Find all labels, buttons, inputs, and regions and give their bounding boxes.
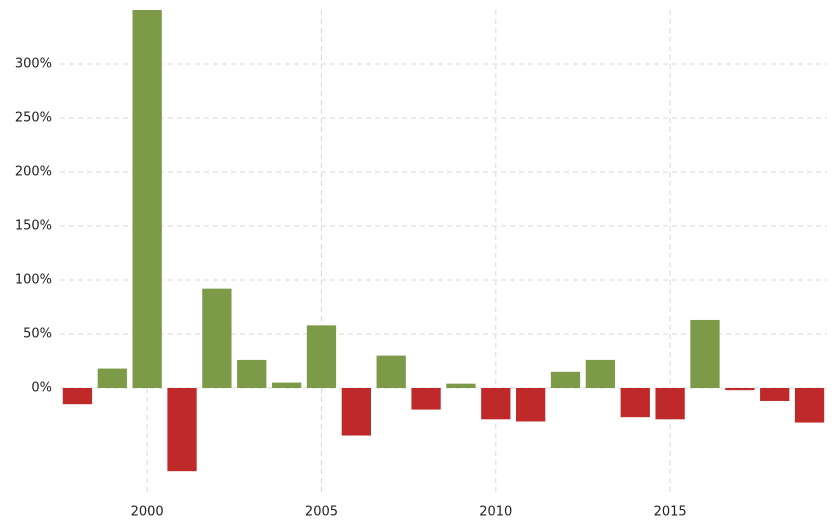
bar: [516, 388, 546, 422]
y-tick-label: 300%: [15, 57, 52, 72]
bar: [446, 383, 476, 388]
bar: [585, 359, 616, 388]
x-tick-label: 2005: [305, 505, 338, 520]
bar: [655, 388, 685, 420]
y-tick-label: 50%: [23, 327, 52, 342]
bar: [376, 355, 406, 388]
bar: [62, 388, 93, 405]
bar: [550, 371, 581, 388]
bar: [237, 359, 267, 388]
bar: [481, 388, 511, 420]
bar: [341, 388, 371, 436]
bar: [760, 388, 790, 401]
bar: [690, 319, 720, 388]
bar: [202, 288, 232, 388]
x-tick-label: 2010: [479, 505, 512, 520]
bar: [167, 388, 197, 472]
y-tick-label: 200%: [15, 165, 52, 180]
bar: [97, 368, 127, 388]
bar: [271, 382, 302, 388]
y-tick-label: 250%: [15, 111, 52, 126]
y-tick-label: 100%: [15, 273, 52, 288]
bar: [411, 388, 441, 410]
x-tick-label: 2015: [654, 505, 687, 520]
x-tick-label: 2000: [131, 505, 164, 520]
y-tick-label: 150%: [15, 219, 52, 234]
bar: [725, 388, 755, 391]
y-tick-label: 0%: [31, 381, 52, 396]
bar: [620, 388, 650, 418]
bar: [132, 10, 162, 388]
bar: [794, 388, 825, 423]
bar: [306, 325, 337, 388]
